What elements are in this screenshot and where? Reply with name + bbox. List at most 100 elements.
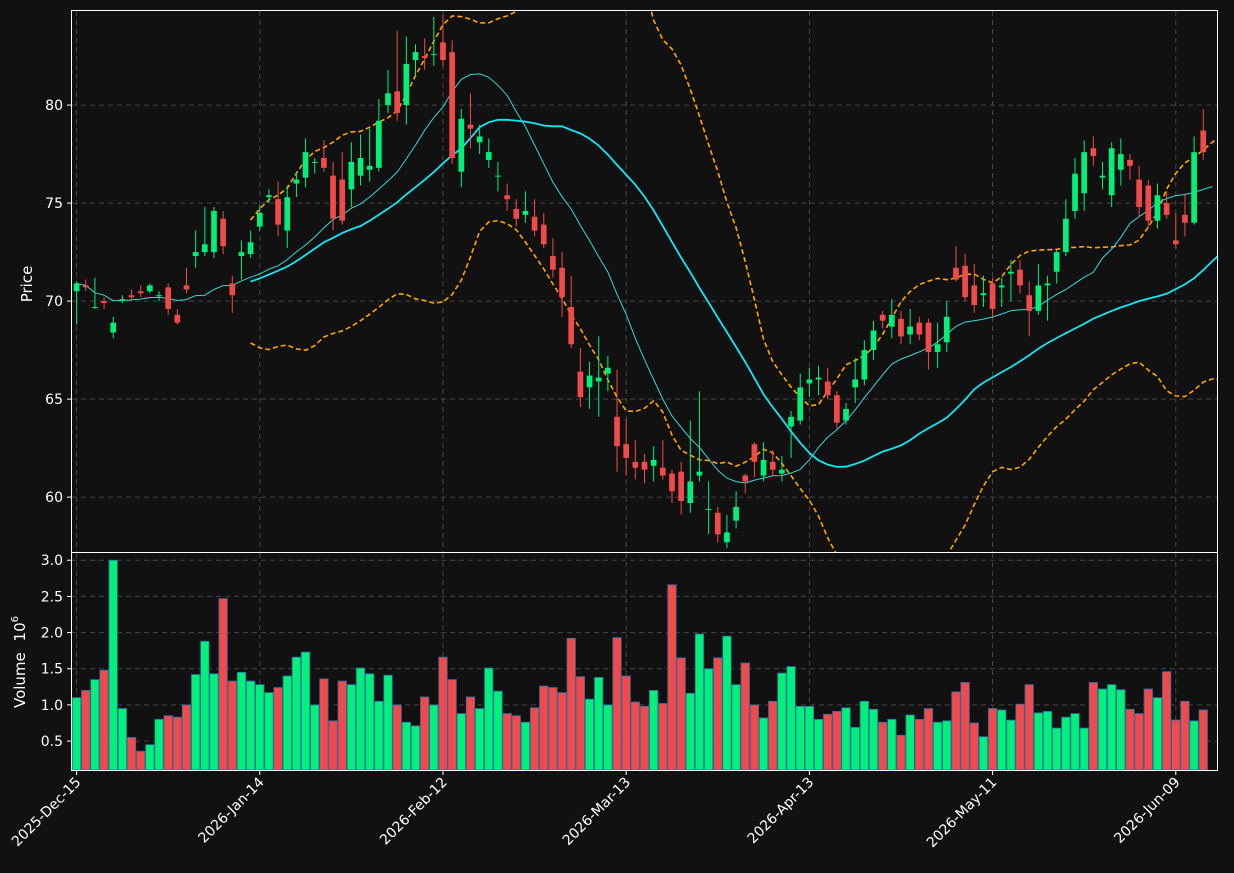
candle-body (1081, 152, 1088, 194)
volume-bar (1024, 684, 1034, 770)
volume-bar (649, 690, 659, 770)
candle-body (650, 459, 657, 466)
candle (403, 36, 410, 125)
candle-body (467, 124, 474, 129)
candle-body (550, 256, 556, 270)
volume-bar (1061, 716, 1071, 770)
volume-bar (639, 705, 650, 770)
candle (1053, 250, 1060, 284)
candle (128, 289, 135, 302)
candle-body (934, 344, 941, 353)
candle-body (916, 322, 923, 335)
candle (119, 295, 126, 304)
volume-bar (914, 718, 924, 770)
candle-body (1017, 269, 1023, 286)
volume-axis-exponent: 6 (10, 616, 21, 622)
candle-body (815, 377, 822, 380)
candle-body (806, 379, 813, 384)
candle-body (394, 91, 401, 113)
candle-body (192, 252, 199, 257)
price-axis-label: Price (18, 266, 36, 303)
candle (788, 410, 794, 458)
candle-body (128, 295, 135, 298)
candle-body (92, 306, 98, 308)
volume-bar (758, 717, 769, 770)
candle (1044, 275, 1051, 321)
volume-bar (713, 657, 723, 770)
candle-body (788, 416, 794, 427)
candle-body (971, 285, 978, 306)
volume-bar (420, 696, 430, 770)
volume-bar (236, 671, 247, 770)
candle-body (669, 473, 675, 492)
candle (275, 181, 281, 237)
volume-bar (777, 672, 787, 770)
candle (760, 442, 767, 482)
candle-body (687, 481, 694, 503)
candle (366, 128, 373, 182)
volume-bar (429, 704, 439, 770)
volume-bar (1070, 713, 1080, 770)
candle (916, 316, 923, 341)
candle (467, 93, 474, 149)
candle (73, 281, 80, 325)
candle-body (1163, 203, 1170, 215)
candle (92, 277, 98, 309)
volume-bar (365, 673, 375, 770)
volume-bar (1107, 684, 1117, 770)
candle (1145, 179, 1152, 229)
candle (311, 158, 318, 174)
candle-body (357, 158, 364, 176)
candle (696, 391, 703, 482)
candle (934, 322, 941, 368)
candle-body (586, 375, 593, 388)
volume-bar (465, 696, 476, 770)
volume-bar (1097, 688, 1108, 770)
volume-bar (786, 666, 796, 770)
candle (174, 308, 181, 325)
candle-body (238, 252, 245, 257)
candle (1108, 142, 1115, 208)
volume-bar (218, 598, 228, 770)
candle (733, 491, 739, 529)
candle-body (73, 283, 80, 292)
volume-bar (594, 677, 604, 770)
candle (779, 455, 785, 482)
volume-bar (136, 750, 146, 770)
candle (238, 240, 245, 280)
lower-band-line (250, 219, 1217, 552)
candle-body (907, 326, 913, 335)
candle (1127, 154, 1133, 180)
volume-bar (997, 709, 1007, 770)
price-y-ticks: 60 65 70 75 80 (45, 98, 72, 506)
candle (192, 230, 199, 268)
candle (394, 30, 401, 121)
candle-body (861, 350, 868, 380)
candle (348, 142, 355, 208)
candle (1035, 263, 1042, 315)
candle (879, 310, 886, 329)
candle (1182, 193, 1188, 237)
volume-bar (181, 704, 192, 770)
volume-bar (584, 698, 595, 770)
volume-bar (1162, 671, 1172, 770)
candle (412, 44, 419, 76)
volume-bar (273, 687, 283, 770)
candle (568, 275, 575, 349)
volume-bar (749, 704, 760, 770)
candle-body (623, 444, 630, 458)
candle-body (1026, 295, 1033, 311)
candle-body (760, 459, 767, 476)
moving-averages (76, 73, 1217, 484)
volume-bar (310, 704, 320, 770)
candle-body (879, 314, 886, 321)
candle-body (229, 283, 236, 296)
volume-bar (704, 668, 714, 770)
candle-body (1200, 130, 1207, 153)
volume-bar (969, 722, 979, 770)
candle (156, 291, 162, 302)
candle-body (211, 210, 217, 253)
candle (82, 279, 89, 292)
candle-body (898, 318, 904, 337)
candle (824, 367, 831, 400)
